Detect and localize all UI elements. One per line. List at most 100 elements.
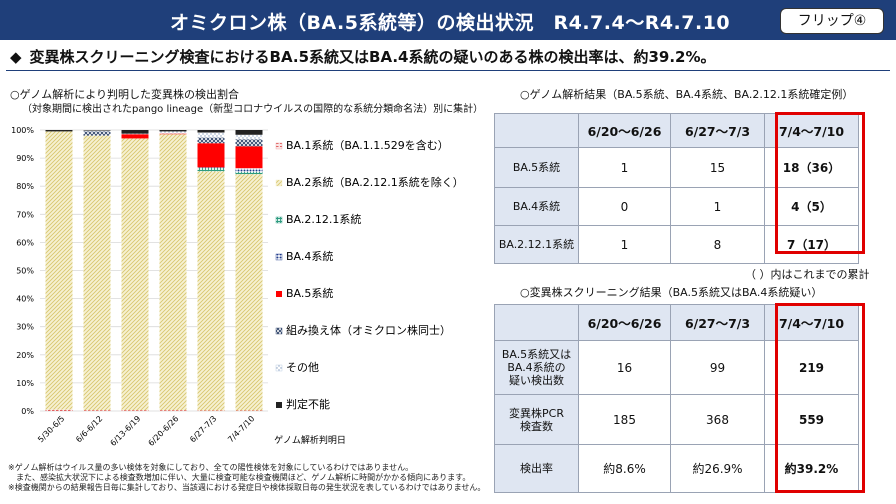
y-tick-label: 60%	[16, 238, 34, 247]
legend-swatch	[275, 179, 283, 187]
bar-segment	[235, 134, 263, 140]
table-cell: 219	[764, 340, 859, 395]
bar-segment	[159, 131, 187, 134]
bar-segment	[197, 143, 225, 168]
bar-segment	[197, 167, 225, 168]
legend-label: BA.4系統	[286, 249, 333, 263]
legend-swatch	[275, 216, 283, 224]
table-cell: 1	[578, 225, 671, 264]
table-header-cell: 6/20～6/26	[578, 113, 671, 148]
bar-segment	[45, 131, 73, 410]
bar-segment	[235, 146, 263, 169]
bar-segment	[121, 133, 149, 135]
table-header-cell: 7/4～7/10	[764, 113, 859, 148]
headline: ◆ 変異株スクリーニング検査におけるBA.5系統又はBA.4系統の疑いのある株の検…	[10, 46, 716, 67]
row-label-line: 変異株PCR	[509, 406, 564, 420]
table-row: 変異株PCR 検査数 185 368 559	[494, 394, 859, 445]
x-tick-label: 5/30-6/5	[36, 414, 66, 444]
table-header-cell: 6/27～7/3	[670, 113, 765, 148]
bar-segment	[159, 133, 187, 135]
table-cell: 4（5）	[764, 187, 859, 226]
y-tick-label: 100%	[11, 126, 34, 135]
bar-segment	[235, 174, 263, 411]
bar-segment	[121, 138, 149, 411]
flip-badge: フリップ④	[780, 8, 884, 34]
headline-divider	[6, 70, 890, 71]
x-tick-label: 7/4-7/10	[226, 414, 256, 444]
table-header-row: 6/20～6/26 6/27～7/3 7/4～7/10	[494, 304, 859, 341]
legend-label: 組み換え体（オミクロン株同士）	[286, 323, 451, 337]
table-cell: 1	[578, 147, 671, 188]
bar-segment	[83, 130, 111, 131]
row-label: 変異株PCR 検査数	[494, 394, 579, 445]
table-header-cell: 6/20～6/26	[578, 304, 671, 341]
bar-segment	[83, 135, 111, 411]
table-cell: 99	[670, 340, 765, 395]
bar-segment	[197, 132, 225, 138]
row-label-line: 検査数	[520, 419, 553, 433]
x-tick-label: 6/27-7/3	[188, 414, 218, 444]
table-cell: 約8.6%	[578, 444, 671, 493]
bar-segment	[159, 130, 187, 132]
chart-title: ○ゲノム解析により判明した変異株の検出割合	[10, 88, 240, 101]
bar-segment	[235, 171, 263, 175]
legend-label: その他	[286, 361, 319, 374]
bar-segment	[45, 130, 73, 132]
bar-segment	[45, 409, 73, 411]
bar-segment	[121, 130, 149, 134]
row-label-line: BA.4系統の	[507, 361, 566, 374]
legend-label: BA.2系統（BA.2.12.1系統を除く）	[286, 175, 464, 189]
table-cell: 7（17）	[764, 225, 859, 264]
bar-segment	[235, 130, 263, 135]
row-label: BA.4系統	[494, 187, 579, 226]
bar-segment	[197, 167, 225, 172]
x-tick-label: 6/6-6/12	[74, 414, 104, 444]
row-label-line: BA.5系統又は	[501, 348, 572, 361]
table-cell: 約39.2%	[764, 444, 859, 493]
bar-segment	[83, 131, 111, 136]
legend-swatch	[276, 402, 282, 408]
legend-swatch	[275, 253, 283, 261]
legend-swatch	[275, 327, 283, 335]
legend-label: BA.1系統（BA.1.1.529を含む）	[286, 138, 449, 152]
stacked-bar-chart: 0% 10% 20% 30% 40% 50% 60% 70% 80% 90% 100% 5/30-6…	[11, 126, 464, 448]
table-cell: 18（36）	[764, 147, 859, 188]
table-cell: 16	[578, 340, 671, 395]
table-header-cell: 7/4～7/10	[764, 304, 859, 341]
table-row: 検出率 約8.6% 約26.9% 約39.2%	[494, 444, 859, 493]
y-tick-label: 90%	[16, 154, 34, 163]
chart-subtitle: （対象期間に検出されたpango lineage（新型コロナウイルスの国際的な系…	[22, 104, 484, 115]
y-tick-label: 50%	[16, 267, 34, 276]
bar-segment	[235, 410, 263, 411]
screening-table-title: ○変異株スクリーニング結果（BA.5系統又はBA.4系統疑い）	[520, 286, 823, 299]
legend-label: BA.2.12.1系統	[286, 212, 361, 226]
legend-label: BA.5系統	[286, 286, 333, 300]
bar-segment	[197, 171, 225, 411]
table-cell: 15	[670, 147, 765, 188]
bar-segment	[197, 130, 225, 133]
footnote-3: ※検査機関からの結果報告日毎に集計しており、当該週における発症日や検体採取日毎の…	[8, 483, 486, 492]
x-axis-label: ゲノム解析判明日	[274, 434, 346, 446]
row-label: BA.5系統	[494, 147, 579, 188]
table-header-row: 6/20～6/26 6/27～7/3 7/4～7/10	[494, 113, 859, 148]
table-cell: 1	[670, 187, 765, 226]
table-cell: 368	[670, 394, 765, 445]
row-label-line: 疑い検出数	[509, 374, 564, 387]
table-cell: 559	[764, 394, 859, 445]
y-tick-label: 40%	[16, 295, 34, 304]
screening-results-table: 6/20～6/26 6/27～7/3 7/4～7/10 BA.5系統又は BA.…	[494, 304, 859, 493]
y-tick-label: 20%	[16, 351, 34, 360]
table-row: BA.5系統又は BA.4系統の 疑い検出数 16 99 219	[494, 340, 859, 395]
bar-segment	[197, 410, 225, 411]
table-cell: 約26.9%	[670, 444, 765, 493]
cumulative-note: （ ）内はこれまでの累計	[745, 268, 870, 281]
bar-segment	[83, 130, 111, 132]
bar-segment	[159, 410, 187, 411]
bar-segment	[121, 134, 149, 139]
y-tick-label: 30%	[16, 323, 34, 332]
table-row: BA.5系統 1 15 18（36）	[494, 147, 859, 188]
bar-segment	[83, 410, 111, 411]
genome-results-table: 6/20～6/26 6/27～7/3 7/4～7/10 BA.5系統 1 15 …	[494, 113, 859, 264]
genome-table-title: ○ゲノム解析結果（BA.5系統、BA.4系統、BA.2.12.1系統確定例）	[520, 88, 854, 101]
headline-text: 変異株スクリーニング検査におけるBA.5系統又はBA.4系統の疑いのある株の検出…	[29, 48, 716, 66]
